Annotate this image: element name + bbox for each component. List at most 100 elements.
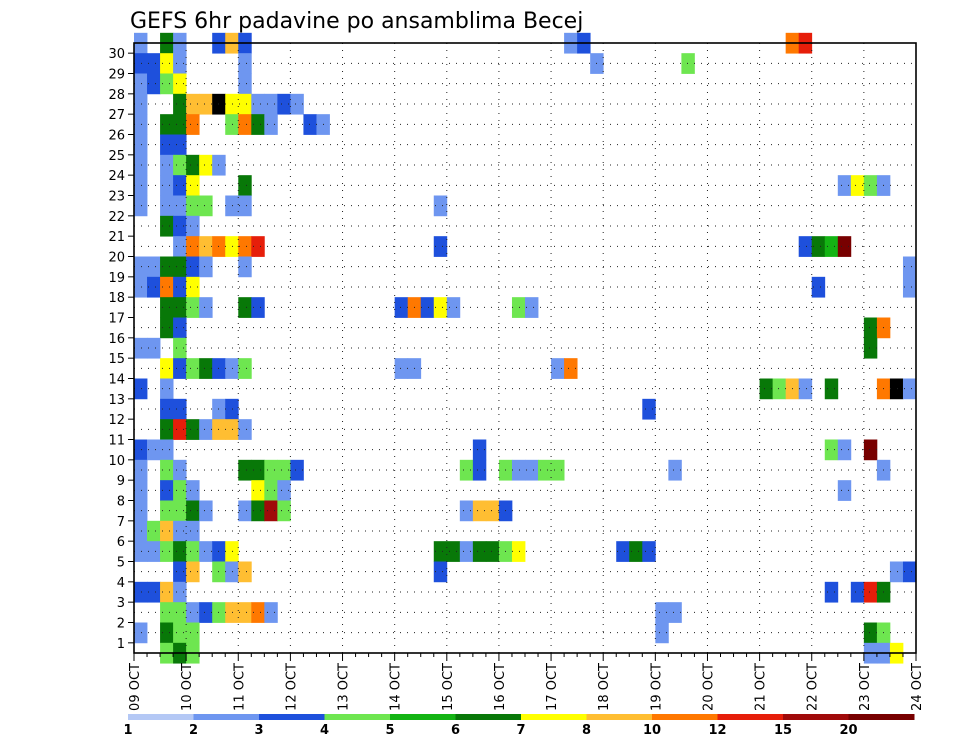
precip-cell <box>459 541 474 562</box>
precip-cell <box>199 154 213 176</box>
precip-cell <box>173 215 187 237</box>
precip-cell <box>147 256 161 278</box>
precip-cell <box>251 459 265 481</box>
precip-cell <box>160 134 174 156</box>
precip-cell <box>160 175 174 196</box>
precip-cell <box>173 114 187 135</box>
precip-cell <box>134 256 148 278</box>
precip-cell <box>134 93 148 115</box>
y-tick-label: 6 <box>117 535 125 550</box>
precip-cell <box>134 459 148 481</box>
colorbar-swatch <box>717 714 784 720</box>
y-tick-label: 4 <box>117 576 125 591</box>
precip-cell <box>863 439 878 461</box>
precip-cell <box>147 73 161 95</box>
precip-cell <box>160 541 174 562</box>
y-tick-label: 11 <box>108 434 125 449</box>
precip-cell <box>225 541 239 562</box>
precip-cell <box>160 276 174 298</box>
precip-cell <box>199 195 213 217</box>
x-tick-label: 20 OCT <box>701 663 716 711</box>
precip-cell <box>538 459 552 481</box>
y-tick-label: 1 <box>117 637 125 652</box>
precip-cell <box>160 256 174 278</box>
precip-cell <box>134 276 148 298</box>
colorbar-swatch <box>455 714 522 720</box>
precip-cell <box>863 581 878 603</box>
precip-cell <box>264 480 278 501</box>
x-tick-label: 22 OCT <box>806 663 821 711</box>
y-tick-label: 27 <box>108 108 125 123</box>
precip-cell <box>889 561 904 583</box>
precip-cell <box>511 541 526 562</box>
precip-cell <box>199 297 213 318</box>
precip-cell <box>147 337 161 359</box>
precip-cell <box>225 358 239 379</box>
precip-cell <box>160 317 174 339</box>
precip-cell <box>251 297 265 318</box>
precip-cell <box>160 622 174 644</box>
colorbar-swatch <box>848 714 915 720</box>
y-tick-label: 30 <box>108 47 125 62</box>
precip-cell <box>889 378 904 400</box>
precip-cell <box>798 236 813 257</box>
precip-cell <box>160 154 174 176</box>
precip-cell <box>863 337 878 359</box>
precip-cell <box>173 317 187 339</box>
colorbar-label: 3 <box>254 723 263 738</box>
precip-cell <box>147 276 161 298</box>
precip-cell <box>629 541 643 562</box>
precip-cell <box>863 175 878 196</box>
precip-cell <box>485 500 500 522</box>
colorbar-swatch <box>652 714 718 720</box>
precip-cell <box>655 622 669 644</box>
y-tick-label: 14 <box>108 373 125 388</box>
chart-title: GEFS 6hr padavine po ansamblima Becej <box>130 9 583 34</box>
precip-cell <box>824 236 839 257</box>
precip-cell <box>199 93 213 115</box>
precip-cell <box>850 175 865 196</box>
precip-cell <box>472 459 487 481</box>
precip-cell <box>134 114 148 135</box>
precip-cell <box>433 236 448 257</box>
precip-cell <box>160 378 174 400</box>
colorbar-label: 7 <box>516 723 525 738</box>
precip-cell <box>160 195 174 217</box>
x-tick-label: 09 OCT <box>128 663 143 711</box>
precip-cell <box>186 93 200 115</box>
colorbar-label: 20 <box>839 723 857 738</box>
precip-cell <box>186 561 200 583</box>
y-tick-label: 15 <box>108 352 125 367</box>
x-tick-label: 24 OCT <box>910 663 925 711</box>
precip-cell <box>251 480 265 501</box>
colorbar-label: 10 <box>643 723 661 738</box>
precip-cell <box>160 53 174 74</box>
precip-cell <box>394 297 409 318</box>
colorbar-label: 15 <box>774 723 792 738</box>
y-tick-label: 17 <box>108 312 125 327</box>
precip-cell <box>160 480 174 501</box>
precip-cell <box>238 459 252 481</box>
precip-cell <box>186 500 200 522</box>
precip-cell <box>251 93 265 115</box>
y-tick-label: 23 <box>108 190 125 205</box>
precip-cell <box>238 419 252 440</box>
precip-cell <box>433 195 448 217</box>
precip-cell <box>160 73 174 95</box>
precip-cell <box>251 500 265 522</box>
precip-cell <box>238 256 252 278</box>
precip-cell <box>433 561 448 583</box>
precip-cell <box>134 337 148 359</box>
precip-cell <box>277 93 291 115</box>
y-tick-label: 29 <box>108 68 125 83</box>
y-tick-label: 24 <box>108 169 125 184</box>
precip-cell <box>186 154 200 176</box>
precip-cell <box>238 500 252 522</box>
colorbar-swatch <box>259 714 325 720</box>
precip-cell <box>186 622 200 644</box>
precip-cell <box>134 439 148 461</box>
y-tick-label: 19 <box>108 271 125 286</box>
precip-cell <box>811 276 826 298</box>
colorbar-swatch <box>783 714 849 720</box>
precip-cell <box>251 114 265 135</box>
